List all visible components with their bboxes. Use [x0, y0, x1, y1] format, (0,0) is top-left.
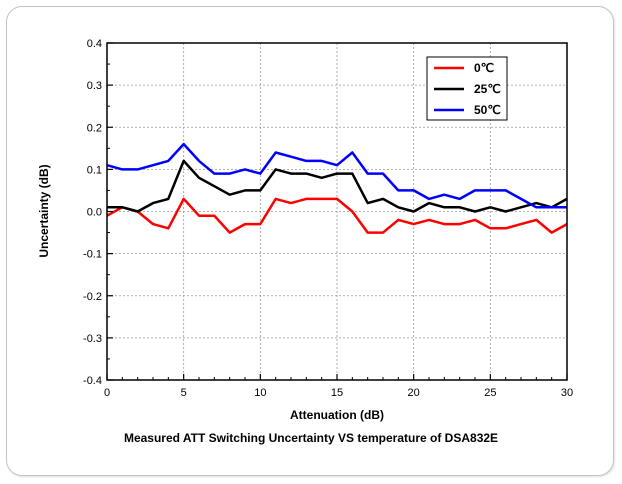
y-tick-label: 0.4 [87, 38, 102, 50]
y-tick-label: 0.0 [87, 207, 102, 219]
y-tick-label: -0.1 [83, 249, 102, 261]
legend: 0℃ 25℃ 50℃ [426, 56, 508, 121]
x-axis-label: Attenuation (dB) [290, 408, 384, 422]
legend-label-0c: 0℃ [474, 61, 494, 75]
y-tick-label: 0.2 [87, 122, 102, 134]
series-lines [106, 142, 568, 234]
grid-lines [107, 43, 567, 380]
x-tick-label: 0 [104, 387, 110, 399]
y-tick-label: -0.4 [83, 375, 102, 387]
x-tick-label: 5 [181, 387, 187, 399]
y-tick-label: -0.3 [83, 333, 102, 345]
series-line-25c [107, 159, 568, 213]
y-tick-label: 0.1 [87, 164, 102, 176]
x-tick-label: 15 [331, 387, 343, 399]
y-tick-label: -0.2 [83, 291, 102, 303]
legend-label-25c: 25℃ [474, 82, 501, 96]
y-axis-label: Uncertainty (dB) [37, 164, 51, 257]
x-tick-label: 10 [254, 387, 266, 399]
chart-caption: Measured ATT Switching Uncertainty VS te… [123, 431, 499, 445]
series-line-50c [106, 142, 567, 209]
series-line-0c [106, 197, 568, 234]
x-tick-label: 20 [408, 387, 420, 399]
legend-label-50c: 50℃ [474, 103, 501, 117]
axis-ticks [106, 42, 568, 381]
x-tick-label: 30 [561, 387, 573, 399]
tick-labels: 0 5 10 15 20 25 30 -0.4 -0.3 -0.2 -0.1 0.0 0.1 0.2 0.3… [83, 38, 573, 399]
y-tick-label: 0.3 [87, 80, 102, 92]
x-tick-label: 25 [484, 387, 496, 399]
